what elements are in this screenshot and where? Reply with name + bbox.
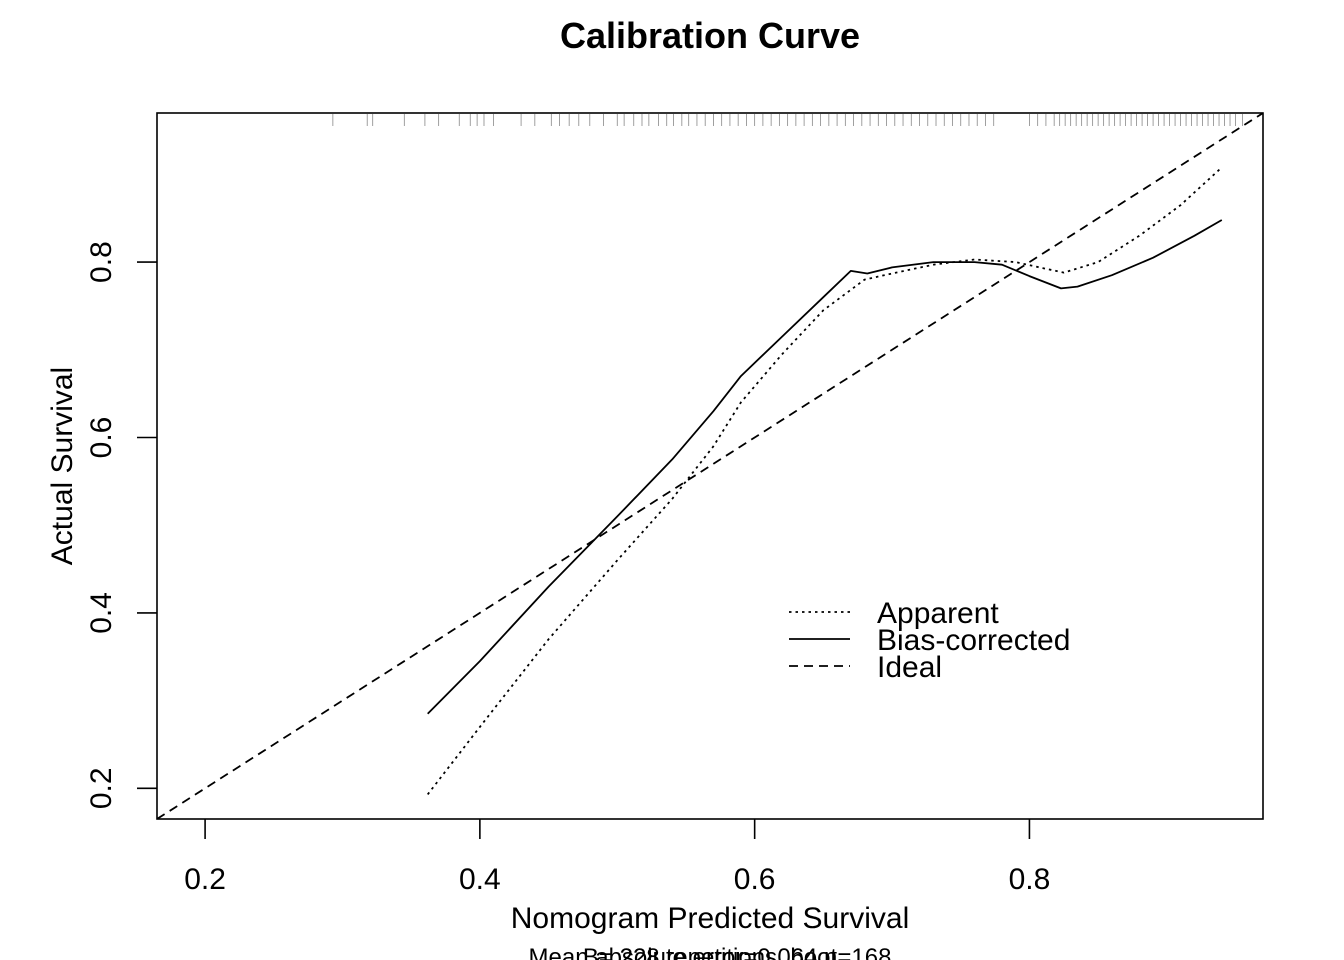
y-tick-label-0: 0.2 (85, 767, 118, 809)
plot-frame (156, 112, 1264, 820)
legend-label-bias-corrected: Bias-corrected (877, 624, 1070, 657)
x-tick-label-2: 0.6 (734, 863, 776, 896)
x-tick-label-1: 0.4 (459, 863, 501, 896)
series-line-bias-corrected (427, 219, 1223, 715)
series-line-ideal (157, 113, 1263, 819)
y-tick-label-1: 0.4 (85, 592, 118, 634)
legend-label-apparent: Apparent (877, 597, 999, 630)
x-tick-label-3: 0.8 (1009, 863, 1051, 896)
y-axis-label: Actual Survival (46, 367, 79, 565)
y-tick-label-3: 0.8 (85, 241, 118, 283)
footnote-boot: B= 228 repetitions, boot (583, 944, 838, 960)
legend-label-ideal: Ideal (877, 651, 942, 684)
x-tick-label-0: 0.2 (184, 863, 226, 896)
x-axis: 0.2 0.4 0.6 0.8 (184, 819, 1050, 896)
y-tick-label-2: 0.6 (85, 417, 118, 459)
series-layer (157, 113, 1263, 819)
footnote-error: Mean absolute error=0.064 n=168 (529, 944, 892, 960)
x-axis-label: Nomogram Predicted Survival (511, 902, 909, 935)
y-axis: 0.2 0.4 0.6 0.8 (85, 241, 157, 809)
chart-title: Calibration Curve (560, 15, 860, 56)
series-line-apparent (426, 166, 1223, 795)
rug-ticks (332, 114, 1243, 126)
